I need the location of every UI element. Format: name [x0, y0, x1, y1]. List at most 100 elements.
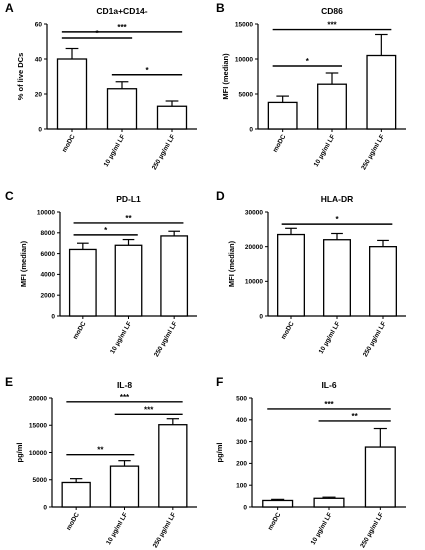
y-tick-label: 20000 [29, 395, 47, 402]
panel-e: E IL-8 0 5000 10000 15000 20000 pg/ml moDC 10 µg/… [5, 375, 197, 549]
panel-letter: E [5, 375, 13, 389]
category-label: 10 µg/ml LF [313, 133, 337, 168]
y-tick-label: 300 [236, 439, 247, 446]
bar [277, 233, 305, 317]
y-axis-label: pg/ml [215, 443, 224, 463]
panel-letter: F [216, 375, 223, 389]
y-tick-label: 400 [236, 417, 247, 424]
significance-label: * [306, 57, 310, 66]
y-tick-label: 2000 [41, 293, 56, 300]
y-tick-label: 0 [259, 313, 263, 320]
y-tick-label: 10000 [245, 279, 263, 286]
y-tick-label: 10000 [29, 450, 47, 457]
significance-label: *** [324, 400, 334, 409]
category-label: 10 µg/ml LF [105, 511, 129, 546]
y-tick-label: 0 [43, 504, 47, 511]
bar [267, 101, 298, 130]
y-tick-label: 0 [51, 313, 55, 320]
category-label: moDC [61, 133, 77, 153]
significance-label: * [104, 226, 108, 235]
y-tick-label: 40 [35, 56, 43, 63]
bar [109, 465, 140, 508]
bar [323, 239, 351, 317]
significance-label: * [95, 29, 99, 38]
panel-a: A CD1a+CD14- 0 20 40 60 % of live DCs moDC 10 µg… [5, 1, 197, 171]
panel-title: PD-L1 [116, 194, 141, 204]
bar [114, 244, 143, 317]
panel-b: B CD86 0 5000 10000 15000 MFI (median) moDC 10 µ… [216, 1, 406, 171]
bar [369, 246, 397, 317]
category-label: 250 µg/ml LF [152, 511, 178, 549]
y-axis-label: pg/ml [15, 443, 24, 463]
significance-label: *** [117, 23, 127, 32]
significance-label: *** [327, 21, 337, 30]
significance-label: ** [352, 412, 359, 421]
category-label: 250 µg/ml LF [362, 320, 388, 358]
bar [313, 497, 345, 508]
panel-letter: B [216, 1, 225, 15]
category-label: moDC [280, 320, 296, 340]
bar [106, 88, 138, 130]
bar [158, 424, 188, 508]
y-tick-label: 60 [35, 21, 43, 28]
y-tick-label: 20 [35, 91, 43, 98]
panel-letter: C [5, 189, 14, 203]
panel-c: C PD-L1 0 2000 4000 6000 8000 10000 MFI (median)… [5, 189, 197, 358]
significance-label: ** [125, 214, 132, 223]
panel-title: IL-8 [117, 380, 132, 390]
category-label: 250 µg/ml LF [360, 133, 386, 171]
category-label: 250 µg/ml LF [153, 320, 179, 358]
significance-label: * [335, 215, 339, 224]
y-axis-label: MFI (median) [227, 240, 236, 287]
bar [61, 481, 91, 508]
category-label: 250 µg/ml LF [359, 511, 385, 549]
y-tick-label: 20000 [245, 244, 263, 251]
significance-label: *** [144, 405, 154, 414]
y-tick-label: 0 [243, 504, 247, 511]
category-label: 250 µg/ml LF [151, 133, 177, 171]
panel-d: D HLA-DR 0 10000 20000 30000 MFI (median) moDC 1… [216, 189, 406, 358]
y-tick-label: 200 [236, 461, 247, 468]
significance-label: * [145, 66, 149, 75]
bar [156, 105, 188, 130]
y-tick-label: 15000 [29, 423, 47, 430]
y-axis-label: % of live DCs [16, 53, 25, 101]
bar [56, 58, 88, 130]
y-tick-label: 10000 [37, 209, 55, 216]
y-tick-label: 0 [38, 126, 42, 133]
bar [68, 248, 97, 317]
category-label: 10 µg/ml LF [318, 320, 342, 355]
y-tick-label: 15000 [235, 21, 253, 28]
y-tick-label: 10000 [235, 56, 253, 63]
y-tick-label: 5000 [239, 91, 254, 98]
y-tick-label: 4000 [41, 272, 56, 279]
bar [160, 235, 189, 317]
y-tick-label: 100 [236, 483, 247, 490]
significance-label: *** [120, 393, 130, 402]
bar [364, 446, 396, 508]
significance-label: ** [97, 446, 104, 455]
y-tick-label: 0 [249, 126, 253, 133]
y-tick-label: 500 [236, 395, 247, 402]
y-tick-label: 8000 [41, 230, 56, 237]
y-tick-label: 5000 [33, 477, 48, 484]
bar [317, 83, 347, 130]
panel-title: HLA-DR [321, 194, 354, 204]
category-label: moDC [65, 511, 81, 531]
y-axis-label: MFI (median) [19, 240, 28, 287]
panel-title: CD86 [321, 6, 343, 16]
y-tick-label: 30000 [245, 209, 263, 216]
bar [366, 54, 397, 130]
y-tick-label: 6000 [41, 251, 56, 258]
panel-letter: A [5, 1, 14, 15]
category-label: 10 µg/ml LF [109, 320, 133, 355]
category-label: moDC [272, 133, 288, 153]
category-label: 10 µg/ml LF [310, 511, 334, 546]
panel-title: IL-6 [321, 380, 336, 390]
category-label: moDC [72, 320, 88, 340]
y-axis-label: MFI (median) [221, 53, 230, 100]
panel-f: F IL-6 0 100 200 300 400 500 pg/ml moDC 10 µg/ml L… [215, 375, 406, 549]
panel-title: CD1a+CD14- [96, 6, 147, 16]
bar [262, 499, 294, 508]
panel-letter: D [216, 189, 225, 203]
